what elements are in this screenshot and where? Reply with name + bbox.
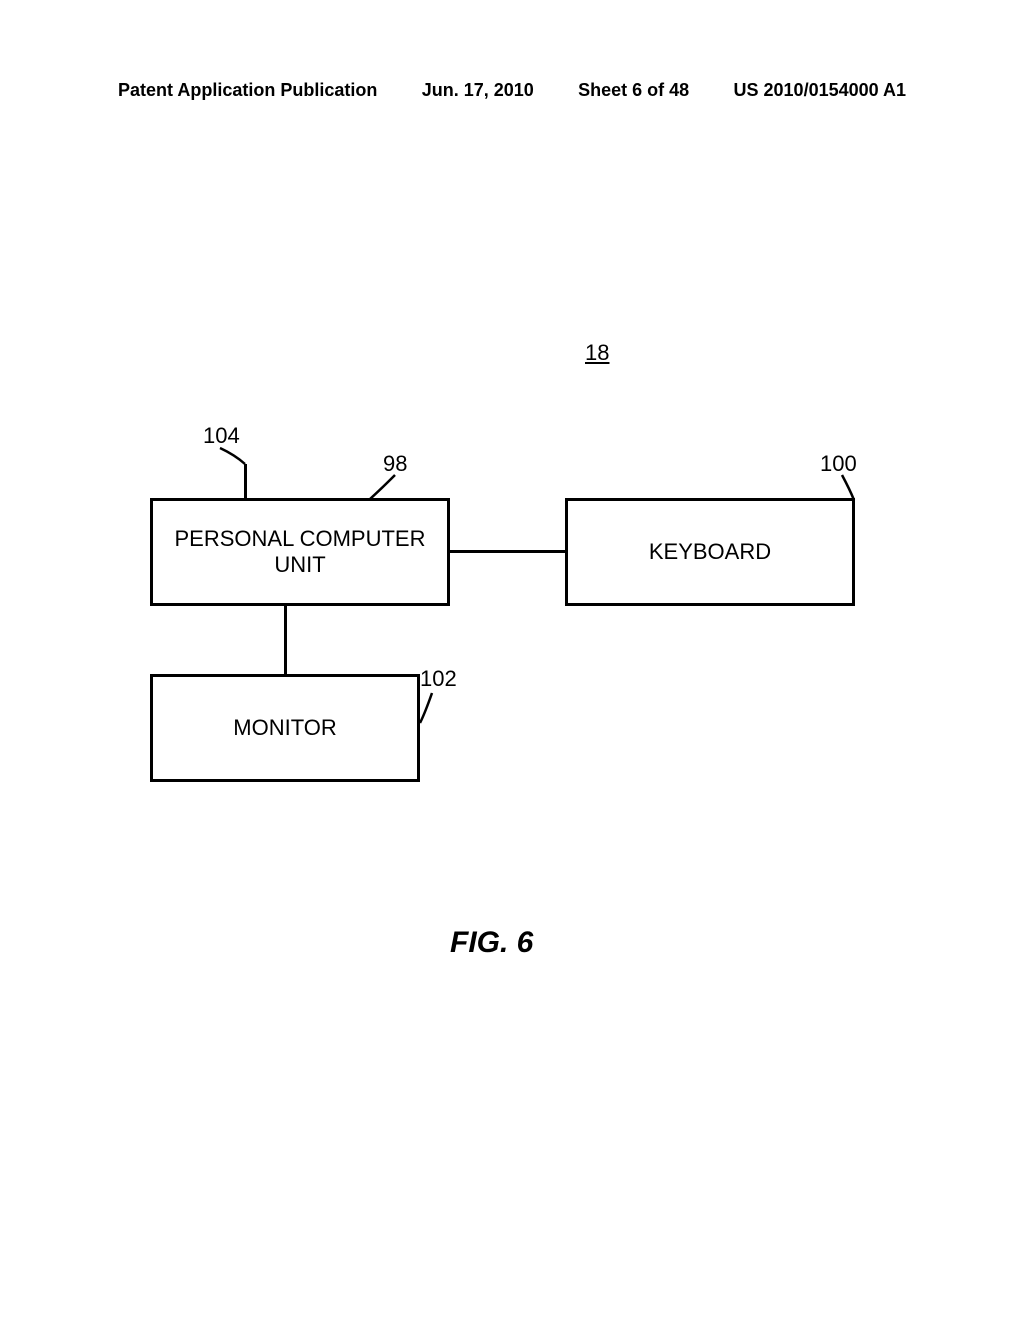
box-keyboard-label: KEYBOARD [649, 539, 771, 565]
connector-pc-top-stub [244, 464, 247, 498]
connector-pc-monitor [284, 606, 287, 674]
box-monitor-label: MONITOR [233, 715, 336, 741]
header-date: Jun. 17, 2010 [422, 80, 534, 101]
ref-label-102: 102 [420, 666, 457, 692]
box-personal-computer-unit: PERSONAL COMPUTER UNIT [150, 498, 450, 606]
box-keyboard: KEYBOARD [565, 498, 855, 606]
ref-label-104: 104 [203, 423, 240, 449]
box-monitor: MONITOR [150, 674, 420, 782]
box-pc-label: PERSONAL COMPUTER UNIT [174, 526, 425, 579]
ref-label-98: 98 [383, 451, 407, 477]
ref-label-100: 100 [820, 451, 857, 477]
figure-caption: FIG. 6 [450, 926, 533, 960]
figure-reference-number: 18 [585, 340, 609, 366]
leader-104 [0, 0, 1024, 1320]
header-publication: Patent Application Publication [118, 80, 377, 101]
page-header: Patent Application Publication Jun. 17, … [0, 80, 1024, 101]
header-docnum: US 2010/0154000 A1 [734, 80, 906, 101]
header-sheet: Sheet 6 of 48 [578, 80, 689, 101]
connector-pc-keyboard [450, 550, 565, 553]
